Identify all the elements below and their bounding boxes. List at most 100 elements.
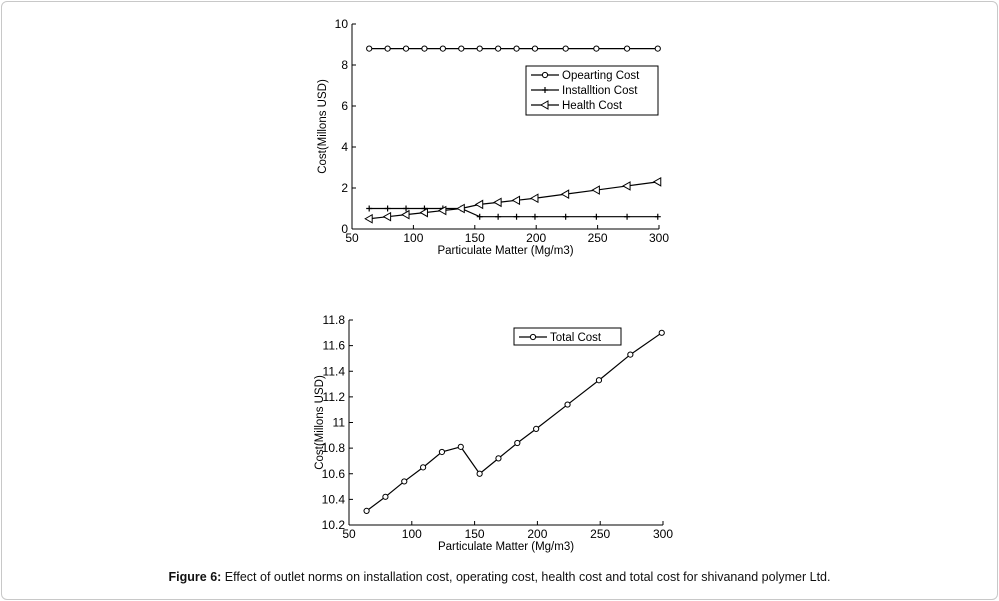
data-point (493, 197, 502, 208)
legend: Total Cost (513, 327, 622, 346)
data-point (456, 203, 465, 214)
x-tick-label: 300 (649, 231, 669, 245)
data-point (476, 45, 483, 52)
y-tick-label: 6 (341, 99, 348, 113)
data-point (382, 493, 389, 500)
data-point (652, 176, 662, 187)
data-point (622, 181, 631, 191)
legend-label: Installtion Cost (562, 85, 638, 97)
y-tick-label: 10.4 (322, 492, 346, 506)
data-point (437, 205, 447, 216)
data-point (363, 507, 370, 515)
legend-label: Opearting Cost (562, 70, 640, 82)
data-point (531, 213, 538, 220)
x-tick-label: 200 (526, 231, 546, 245)
legend-marker (541, 71, 549, 79)
figure-caption: Figure 6: Effect of outlet norms on inst… (0, 570, 999, 584)
legend-box (513, 327, 622, 346)
data-point (401, 478, 408, 485)
data-point (654, 45, 661, 52)
legend-marker (542, 87, 548, 93)
caption-label: Figure 6: (168, 570, 222, 584)
legend-label: Total Cost (550, 332, 602, 344)
x-tick-label: 250 (588, 231, 608, 245)
x-tick-label: 50 (345, 231, 359, 245)
data-point (384, 205, 391, 212)
x-tick-label: 300 (653, 527, 673, 541)
data-point (562, 213, 569, 220)
data-point (531, 45, 539, 52)
x-axis-label: Particulate Matter (Mg/m3) (438, 541, 574, 553)
data-point (495, 45, 502, 52)
y-tick-label: 11.6 (323, 339, 346, 353)
x-tick-label: 100 (403, 231, 423, 245)
data-point (382, 211, 392, 222)
caption-text: Effect of outlet norms on installation c… (221, 570, 831, 584)
data-point (474, 199, 484, 210)
y-tick-label: 11.2 (323, 390, 346, 404)
legend-entry: Opearting Cost (531, 70, 640, 82)
data-point (495, 455, 502, 462)
data-point (595, 377, 603, 384)
series-health-cost (364, 176, 662, 224)
y-tick-label: 0 (341, 222, 348, 236)
data-point (591, 185, 600, 195)
legend-marker (539, 100, 549, 110)
data-point (513, 213, 520, 220)
data-point (366, 205, 373, 212)
y-tick-label: 11.8 (323, 313, 346, 327)
data-point (511, 195, 521, 206)
data-point (438, 448, 446, 456)
y-tick-label: 8 (341, 58, 348, 72)
x-axis-label: Particulate Matter (Mg/m3) (437, 245, 573, 257)
data-point (627, 351, 634, 358)
series-installtion-cost (366, 205, 661, 220)
data-point (560, 189, 570, 200)
data-point (624, 213, 631, 220)
chart-bottom: 50 100 150 200 250 300 10.2 10.4 10.6 10.8 11 11.2 1… (314, 313, 673, 553)
series-total-cost (363, 329, 665, 515)
y-tick-label: 4 (341, 140, 348, 154)
data-point (513, 45, 520, 52)
series-line (366, 332, 663, 512)
y-axis-label: Cost(Millons USD) (317, 79, 329, 174)
data-point (364, 213, 373, 224)
data-point (457, 443, 464, 450)
legend-entry: Installtion Cost (531, 85, 638, 97)
data-point (419, 207, 428, 218)
data-point (533, 425, 540, 433)
x-tick-label: 50 (342, 527, 356, 541)
data-point (401, 209, 410, 220)
y-tick-label: 10 (335, 17, 349, 31)
data-point (403, 205, 410, 212)
legend-entry: Health Cost (531, 100, 623, 112)
legend-label: Health Cost (562, 100, 623, 112)
data-point (562, 45, 569, 52)
x-tick-label: 150 (465, 527, 485, 541)
x-tick-label: 200 (527, 527, 547, 541)
series-line (369, 207, 658, 218)
legend: Opearting Cost Installtion Cost Health Cos… (525, 65, 659, 116)
data-point (658, 329, 665, 336)
y-tick-label: 10.6 (322, 467, 346, 481)
y-tick-label: 10.8 (322, 441, 346, 455)
data-point (420, 464, 427, 471)
data-point (593, 213, 600, 220)
data-point (476, 470, 483, 477)
data-point (495, 213, 502, 220)
data-point (402, 45, 410, 52)
y-axis-label: Cost(Millons USD) (314, 375, 326, 470)
chart-top: 50 100 150 200 250 300 0 2 4 6 8 10 Particulate Matt… (317, 17, 669, 257)
data-point (564, 401, 571, 408)
data-point (623, 45, 631, 52)
legend-entry: Total Cost (519, 332, 602, 344)
data-point (514, 439, 521, 447)
data-point (476, 213, 483, 220)
legend-marker (529, 333, 537, 341)
data-point (439, 45, 446, 52)
y-tick-label: 10.2 (322, 518, 346, 532)
x-tick-label: 100 (402, 527, 422, 541)
y-tick-label: 11 (333, 416, 346, 430)
